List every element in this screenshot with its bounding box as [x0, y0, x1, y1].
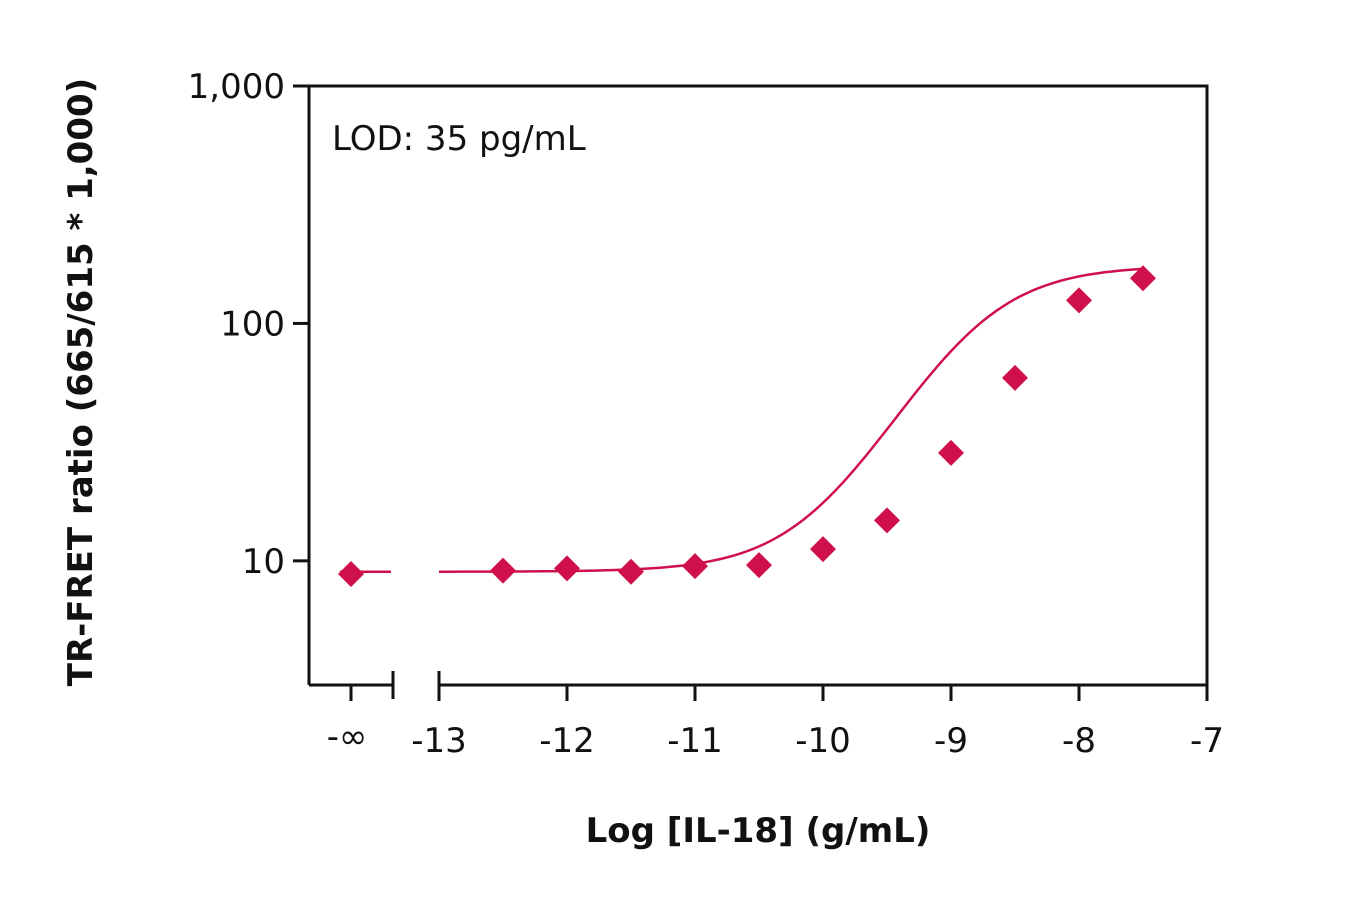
x-tick-label: -12	[539, 721, 595, 761]
data-point	[554, 555, 580, 582]
lod-annotation: LOD: 35 pg/mL	[332, 119, 586, 159]
fit-curve	[439, 267, 1144, 573]
x-tick-label: -13	[411, 721, 467, 761]
data-point	[874, 507, 900, 534]
y-tick-label: 1,000	[188, 67, 285, 107]
y-tick-label: 10	[242, 542, 285, 582]
data-point-blank	[338, 561, 364, 588]
y-tick-label: 100	[220, 304, 285, 344]
x-tick-label: -7	[1190, 721, 1224, 761]
data-point	[938, 439, 964, 466]
data-points	[338, 265, 1156, 588]
y-axis-title: TR-FRET ratio (665/615 * 1,000)	[61, 78, 101, 686]
fit-curve-group	[340, 267, 1144, 573]
data-point	[682, 553, 708, 580]
data-point	[1002, 364, 1028, 391]
x-tick-label: -10	[795, 721, 851, 761]
data-point	[746, 552, 772, 579]
x-tick-label: -8	[1062, 721, 1096, 761]
x-tick-label: -9	[934, 721, 968, 761]
axes: -∞ -13 -12 -11 -10 -9 -8 -7 10 100 1,000	[188, 67, 1224, 761]
x-axis-title: Log [IL-18] (g/mL)	[586, 811, 931, 851]
data-point	[1066, 287, 1092, 314]
data-point	[618, 558, 644, 585]
plot-frame	[307, 84, 1209, 685]
x-tick-label: -11	[667, 721, 723, 761]
data-point	[810, 536, 836, 563]
x-tick-label-blank: -∞	[327, 717, 368, 757]
data-point	[1130, 265, 1156, 292]
data-point	[490, 557, 516, 584]
